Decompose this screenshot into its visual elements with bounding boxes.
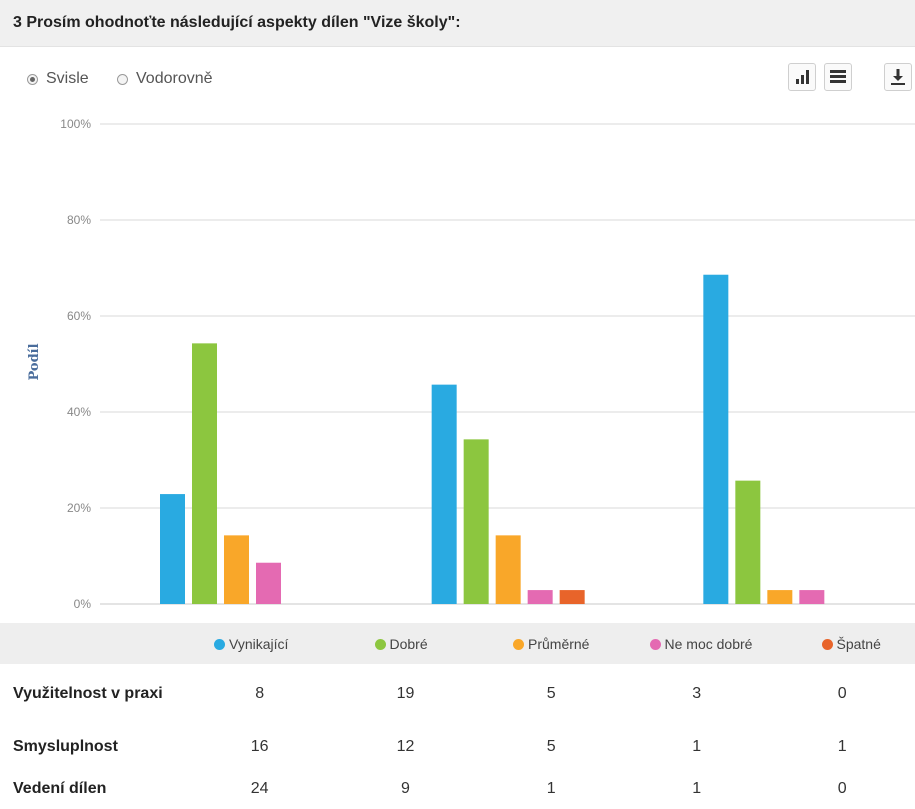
legend-label: Špatné: [836, 636, 881, 652]
count-cell: 16: [250, 737, 269, 755]
table-view-button[interactable]: [824, 63, 852, 91]
count-cell: 0: [837, 780, 847, 797]
bar[interactable]: [527, 590, 553, 604]
bar[interactable]: [256, 562, 281, 604]
bar[interactable]: [160, 494, 185, 604]
legend-label: Průměrné: [528, 636, 590, 652]
legend-label: Ne moc dobré: [664, 636, 753, 652]
legend-label: Vynikající: [229, 636, 289, 652]
bars: [160, 274, 825, 604]
bar-chart-view-button[interactable]: [788, 63, 816, 91]
bar[interactable]: [463, 439, 489, 604]
count-cell: 12: [396, 737, 415, 755]
count-cell: 1: [546, 780, 556, 797]
y-tick-label: 100%: [60, 117, 91, 131]
count-cell: 24: [250, 780, 269, 797]
y-axis-ticks: 0% 20% 40% 60% 80% 100%: [60, 117, 91, 611]
y-axis-label: Podíl: [27, 343, 42, 380]
legend-item[interactable]: Špatné: [821, 636, 881, 652]
response-counts-table: Využitelnost v praxi 8 19 5 3 0 Smysluplnost 16…: [0, 664, 915, 809]
table-row: Využitelnost v praxi 8 19 5 3 0: [0, 664, 915, 724]
count-cell: 5: [546, 685, 556, 702]
grid-lines: [100, 123, 915, 605]
radio-unselected-icon[interactable]: [117, 73, 128, 85]
question-header: 3 Prosím ohodnoťte následující aspekty d…: [0, 0, 915, 47]
bar[interactable]: [495, 535, 521, 604]
bar[interactable]: [735, 480, 761, 604]
legend-dot-icon: [513, 638, 524, 650]
legend-item[interactable]: Ne moc dobré: [649, 636, 753, 652]
bar[interactable]: [559, 590, 585, 604]
question-title: 3 Prosím ohodnoťte následující aspekty d…: [13, 14, 461, 31]
y-tick-label: 80%: [67, 213, 91, 227]
bar-chart: 0% 20% 40% 60% 80% 100% Podíl: [27, 117, 915, 611]
legend-dot-icon: [374, 638, 386, 650]
orientation-horizontal-option[interactable]: Vodorovně: [117, 70, 213, 88]
count-cell: 5: [546, 737, 556, 755]
count-cell: 1: [692, 737, 702, 755]
download-button[interactable]: [884, 63, 912, 91]
chart-legend: Vynikající Dobré Průměrné Ne moc dobré Špatn…: [0, 623, 915, 664]
bar[interactable]: [224, 535, 249, 604]
count-cell: 3: [692, 685, 702, 702]
row-label: Využitelnost v praxi: [13, 685, 163, 702]
radio-selected-icon[interactable]: [27, 73, 38, 85]
legend-dot-icon: [214, 638, 225, 650]
table-row: Vedení dílen 24 9 1 1 0: [0, 769, 915, 809]
bar-chart-icon: [796, 70, 809, 84]
row-label: Smysluplnost: [13, 737, 118, 755]
legend-item[interactable]: Dobré: [374, 636, 428, 652]
orientation-vertical-label: Svisle: [46, 70, 89, 87]
count-cell: 1: [837, 737, 847, 755]
y-tick-label: 60%: [67, 309, 91, 323]
count-cell: 0: [837, 685, 847, 702]
orientation-horizontal-label: Vodorovně: [136, 70, 213, 87]
orientation-vertical-option[interactable]: Svisle: [27, 70, 89, 88]
bar[interactable]: [431, 384, 457, 604]
count-cell: 8: [255, 685, 265, 702]
count-cell: 9: [401, 780, 410, 797]
bar[interactable]: [192, 343, 217, 604]
legend-label: Dobré: [389, 636, 428, 652]
table-row: Smysluplnost 16 12 5 1 1: [0, 724, 915, 769]
y-tick-label: 0%: [74, 597, 92, 611]
legend-dot-icon: [821, 638, 833, 650]
bar[interactable]: [767, 590, 793, 604]
bar[interactable]: [703, 274, 729, 604]
chart-toolbar: Svisle Vodorovně: [0, 58, 915, 98]
y-tick-label: 40%: [67, 405, 91, 419]
legend-item[interactable]: Vynikající: [214, 636, 288, 652]
legend-item[interactable]: Průměrné: [513, 636, 589, 652]
table-icon: [830, 70, 846, 83]
legend-dot-icon: [649, 638, 661, 650]
y-tick-label: 20%: [67, 501, 91, 515]
row-label: Vedení dílen: [13, 780, 107, 797]
download-icon: [891, 69, 905, 85]
count-cell: 1: [692, 780, 702, 797]
count-cell: 19: [396, 685, 415, 702]
bar[interactable]: [799, 590, 825, 604]
